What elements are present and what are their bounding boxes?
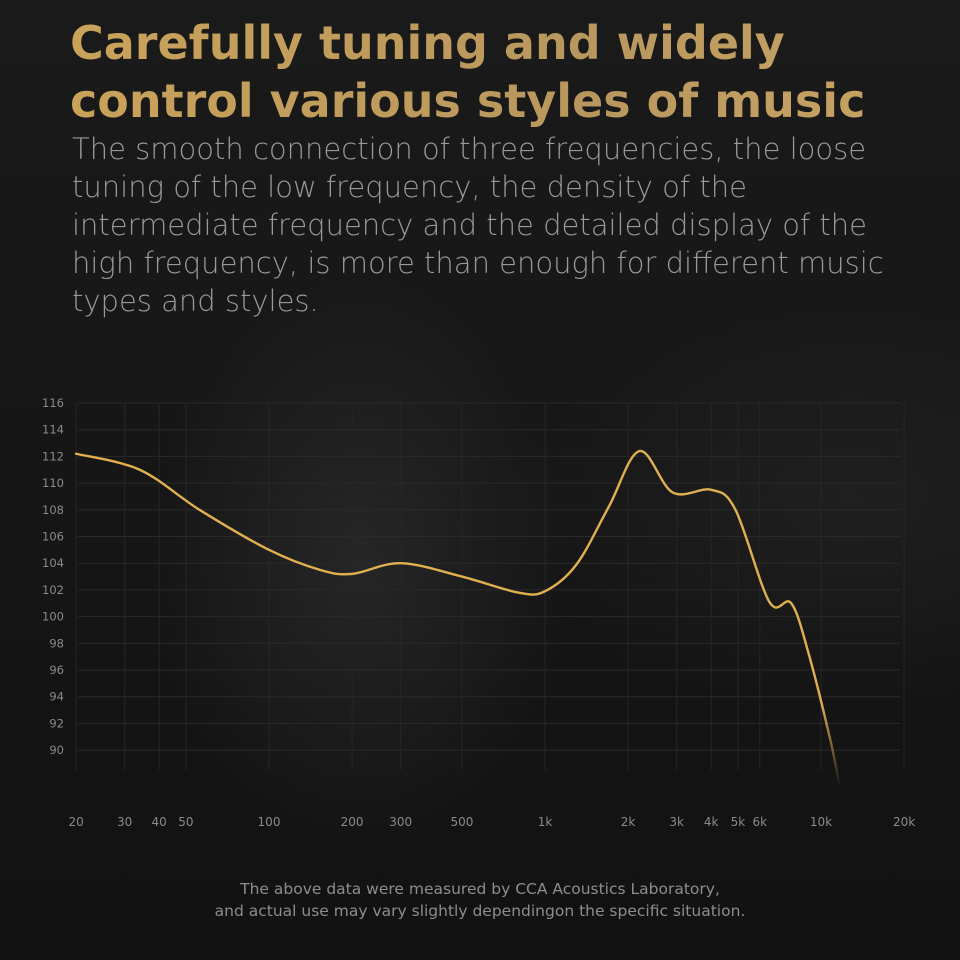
x-tick-label: 4k [704,815,719,829]
y-tick-label: 94 [49,690,64,704]
y-tick-label: 110 [42,476,64,490]
y-tick-label: 106 [42,530,64,544]
x-tick-label: 200 [341,815,364,829]
y-tick-label: 102 [42,583,64,597]
y-tick-label: 116 [42,396,64,410]
y-tick-label: 112 [42,449,64,463]
y-tick-label: 108 [42,503,64,517]
x-tick-label: 6k [752,815,767,829]
x-tick-label: 3k [669,815,684,829]
x-tick-label: 50 [178,815,193,829]
footnote-line-1: The above data were measured by CCA Acou… [240,880,720,898]
x-tick-label: 10k [810,815,832,829]
footnote: The above data were measured by CCA Acou… [0,878,960,922]
y-tick-label: 100 [42,610,64,624]
x-tick-label: 1k [538,815,553,829]
x-tick-label: 40 [152,815,167,829]
x-tick-label: 500 [450,815,473,829]
footnote-line-2: and actual use may vary slightly dependi… [214,902,746,920]
x-tick-label: 30 [117,815,132,829]
y-tick-label: 96 [49,663,64,677]
y-tick-label: 114 [42,423,64,437]
y-tick-label: 90 [49,743,64,757]
x-tick-label: 300 [389,815,412,829]
y-tick-label: 92 [49,716,64,730]
x-tick-label: 2k [621,815,636,829]
x-tick-label: 20 [68,815,83,829]
y-tick-label: 104 [42,556,64,570]
x-tick-label: 5k [731,815,746,829]
page-subtitle: The smooth connection of three frequenci… [72,132,884,318]
x-tick-label: 20k [893,815,915,829]
x-tick-label: 100 [258,815,281,829]
frequency-response-curve [74,449,842,789]
page-title: Carefully tuning and widely control vari… [70,14,930,130]
y-tick-label: 98 [49,636,64,650]
